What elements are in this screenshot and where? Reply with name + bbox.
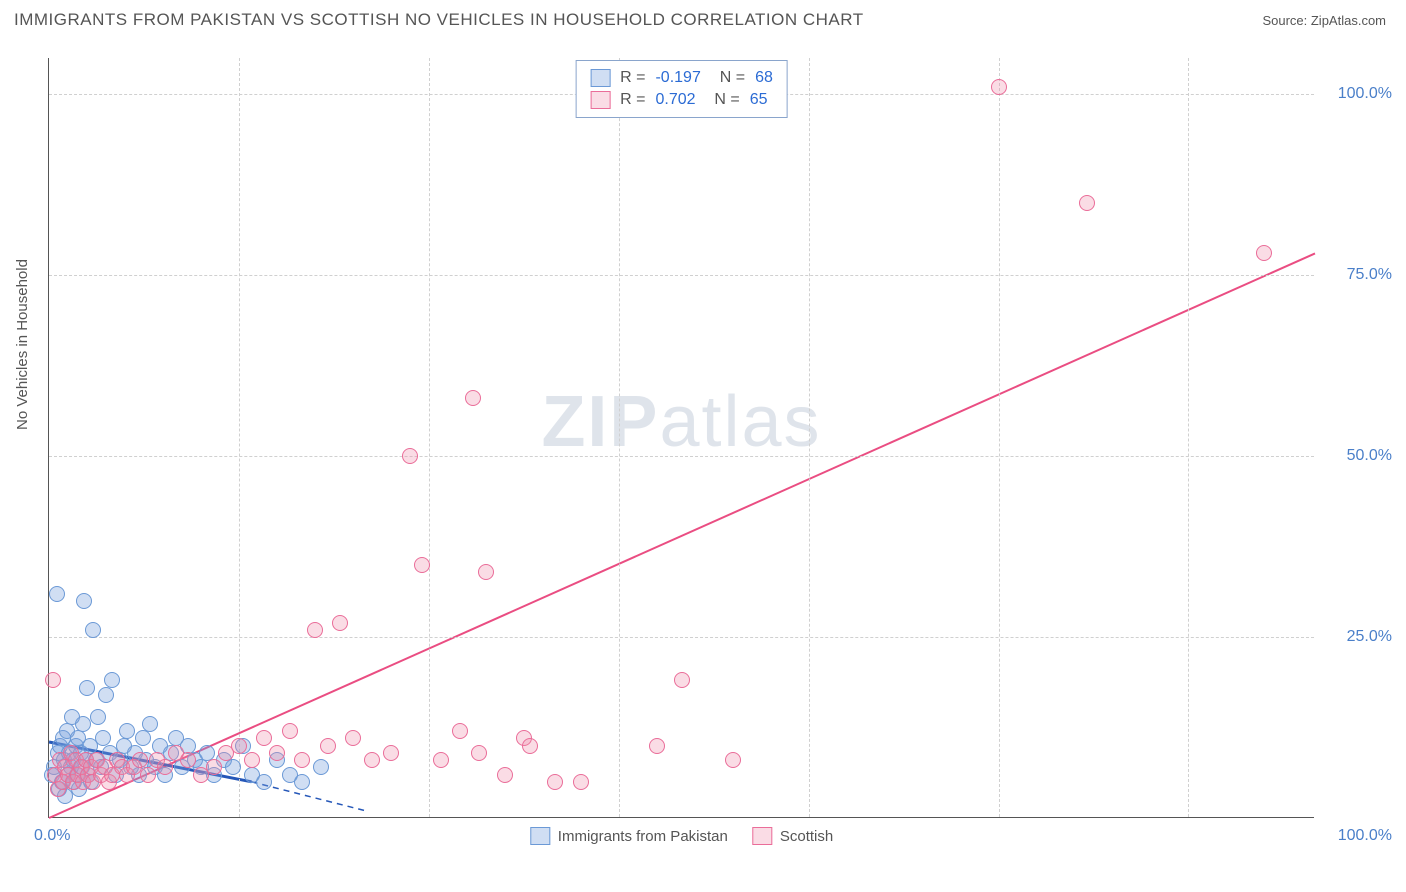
point-pakistan [75, 716, 91, 732]
point-pakistan [119, 723, 135, 739]
point-scottish [649, 738, 665, 754]
gridline-v [429, 58, 430, 817]
point-scottish [465, 390, 481, 406]
point-scottish [269, 745, 285, 761]
point-scottish [522, 738, 538, 754]
x-tick-100: 100.0% [1338, 827, 1392, 845]
point-scottish [140, 767, 156, 783]
y-tick-label: 75.0% [1322, 266, 1392, 284]
legend-item-pakistan: Immigrants from Pakistan [530, 827, 728, 845]
point-pakistan [98, 687, 114, 703]
point-scottish [45, 672, 61, 688]
point-scottish [345, 730, 361, 746]
watermark-zip: ZIP [541, 382, 659, 462]
point-scottish [1256, 245, 1272, 261]
point-scottish [364, 752, 380, 768]
legend-r-label: R = [620, 91, 645, 109]
point-scottish [180, 752, 196, 768]
chart-header: IMMIGRANTS FROM PAKISTAN VS SCOTTISH NO … [0, 0, 1406, 38]
point-pakistan [85, 622, 101, 638]
chart-source: Source: ZipAtlas.com [1262, 13, 1386, 28]
legend-r-value-1: -0.197 [655, 69, 700, 87]
legend-correlation: R = -0.197 N = 68 R = 0.702 N = 65 [575, 60, 788, 118]
chart-title: IMMIGRANTS FROM PAKISTAN VS SCOTTISH NO … [14, 10, 864, 30]
point-pakistan [79, 680, 95, 696]
watermark-atlas: atlas [659, 382, 821, 462]
legend-swatch-blue [530, 827, 550, 845]
point-scottish [674, 672, 690, 688]
point-scottish [414, 557, 430, 573]
point-scottish [991, 79, 1007, 95]
legend-label-pakistan: Immigrants from Pakistan [558, 828, 728, 845]
legend-n-value-2: 65 [750, 91, 768, 109]
y-tick-label: 50.0% [1322, 447, 1392, 465]
point-scottish [725, 752, 741, 768]
legend-series: Immigrants from Pakistan Scottish [530, 827, 833, 845]
point-scottish [478, 564, 494, 580]
legend-n-value-1: 68 [755, 69, 773, 87]
point-scottish [206, 759, 222, 775]
point-pakistan [104, 672, 120, 688]
legend-row-series1: R = -0.197 N = 68 [590, 67, 773, 89]
gridline-v [1188, 58, 1189, 817]
point-pakistan [313, 759, 329, 775]
legend-label-scottish: Scottish [780, 828, 833, 845]
point-pakistan [294, 774, 310, 790]
chart-plot-area: ZIPatlas R = -0.197 N = 68 R = 0.702 N =… [48, 58, 1314, 818]
legend-row-series2: R = 0.702 N = 65 [590, 89, 773, 111]
point-scottish [433, 752, 449, 768]
gridline-v [999, 58, 1000, 817]
point-pakistan [49, 586, 65, 602]
point-scottish [547, 774, 563, 790]
point-scottish [256, 730, 272, 746]
point-scottish [1079, 195, 1095, 211]
point-scottish [282, 723, 298, 739]
point-scottish [471, 745, 487, 761]
point-scottish [402, 448, 418, 464]
point-pakistan [90, 709, 106, 725]
point-scottish [332, 615, 348, 631]
point-pakistan [76, 593, 92, 609]
point-pakistan [225, 759, 241, 775]
point-pakistan [142, 716, 158, 732]
legend-r-label: R = [620, 69, 645, 87]
gridline-v [619, 58, 620, 817]
point-scottish [573, 774, 589, 790]
gridline-v [809, 58, 810, 817]
point-pakistan [256, 774, 272, 790]
watermark: ZIPatlas [541, 381, 821, 463]
y-tick-label: 25.0% [1322, 628, 1392, 646]
point-pakistan [135, 730, 151, 746]
y-tick-label: 100.0% [1322, 85, 1392, 103]
point-scottish [497, 767, 513, 783]
point-scottish [231, 738, 247, 754]
point-scottish [383, 745, 399, 761]
point-scottish [320, 738, 336, 754]
point-scottish [294, 752, 310, 768]
point-scottish [157, 759, 173, 775]
point-scottish [307, 622, 323, 638]
y-axis-label: No Vehicles in Household [14, 259, 31, 430]
legend-swatch-blue [590, 69, 610, 87]
point-scottish [452, 723, 468, 739]
legend-item-scottish: Scottish [752, 827, 833, 845]
legend-n-label: N = [711, 69, 745, 87]
legend-swatch-pink [752, 827, 772, 845]
point-scottish [244, 752, 260, 768]
gridline-v [239, 58, 240, 817]
legend-r-value-2: 0.702 [655, 91, 695, 109]
x-tick-0: 0.0% [34, 827, 70, 845]
legend-n-label: N = [706, 91, 740, 109]
legend-swatch-pink [590, 91, 610, 109]
